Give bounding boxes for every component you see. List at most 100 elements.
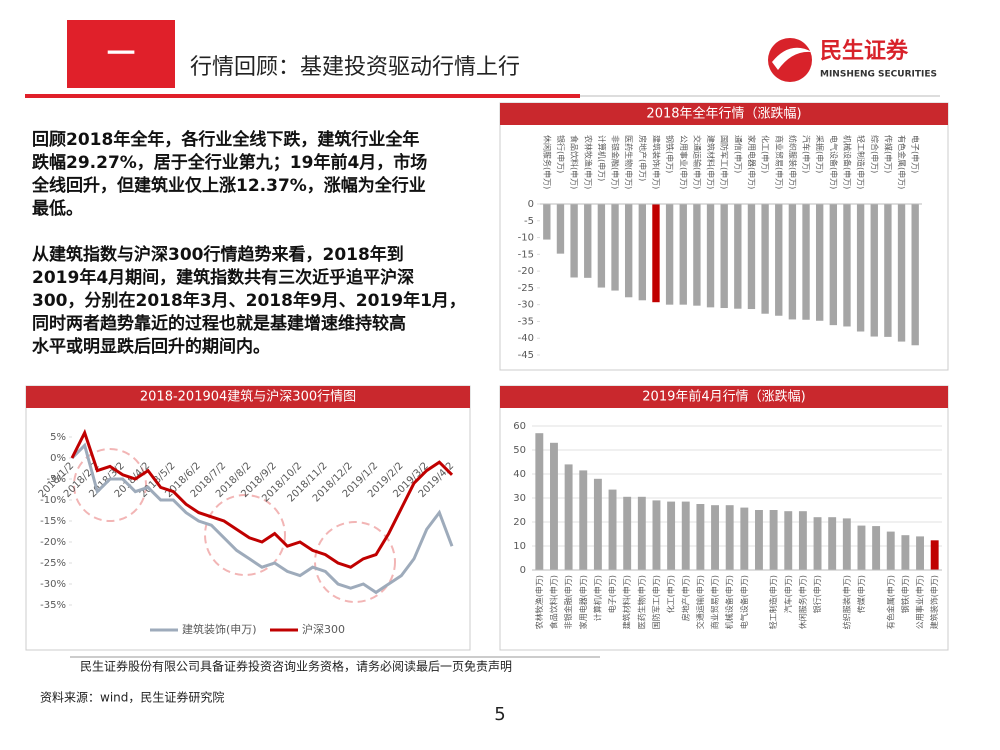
- x-tick-label: 钢铁(申万): [665, 135, 675, 173]
- x-tick-label: 家用电器(申万): [578, 575, 588, 629]
- bar: [608, 489, 617, 570]
- x-tick-label: 纺织服装(申万): [841, 575, 851, 629]
- bar: [784, 511, 793, 570]
- x-tick-label: 有色金属(申万): [885, 575, 895, 629]
- bar: [856, 204, 865, 332]
- bar: [652, 500, 661, 570]
- bar: [916, 536, 924, 570]
- bar: [570, 204, 578, 278]
- x-tick-label: 交通运输(申万): [692, 135, 702, 189]
- x-tick-label: 医药生物(申万): [636, 575, 646, 629]
- bar: [665, 204, 674, 305]
- bar: [696, 504, 705, 570]
- bar: [775, 204, 783, 316]
- x-tick-label: 有色金属(申万): [897, 135, 907, 189]
- x-tick-label: 通信(申万): [733, 135, 743, 173]
- bar: [681, 501, 690, 570]
- x-tick-label: 家用电器(申万): [747, 135, 757, 189]
- x-tick-label: 商业贸易(申万): [774, 135, 784, 189]
- x-tick-label: 公用事业(申万): [915, 575, 925, 629]
- bar: [556, 204, 565, 254]
- bar: [693, 204, 701, 306]
- bar: [679, 204, 687, 305]
- paragraph-line: 最低。: [32, 198, 83, 219]
- highlight-circle: [204, 494, 286, 576]
- bar: [798, 511, 807, 570]
- bar: [815, 204, 824, 321]
- x-tick-label: 采掘(申万): [815, 135, 825, 173]
- bar: [829, 204, 838, 326]
- panel: 2018-201904建筑与沪深300行情图: [25, 385, 471, 651]
- panel-frame: [499, 385, 949, 651]
- x-tick-label: 国防军工(申万): [720, 135, 730, 189]
- footer-notice: 民生证券股份有限公司具备证券投资咨询业务资格，请务必阅读最后一页免责声明: [80, 659, 512, 674]
- y-tick-label: -20%: [40, 537, 66, 548]
- x-tick-label: 机械设备(申万): [842, 135, 852, 189]
- bar: [901, 535, 910, 570]
- paragraph-line: 300，分别在2018年3月、2018年9月、2019年1月，: [32, 290, 466, 311]
- x-tick-label: 建筑材料(申万): [622, 575, 632, 629]
- panel-frame: [25, 385, 471, 651]
- y-tick-label: 20: [513, 517, 526, 528]
- x-tick-label: 传媒(申万): [883, 135, 893, 173]
- series-line: [70, 442, 454, 595]
- x-tick-label: 轻工制造(申万): [856, 135, 866, 189]
- bar: [842, 518, 851, 570]
- y-tick-label: 40: [513, 469, 526, 480]
- bar: [747, 204, 756, 310]
- paragraph-line: 全线回升，但建筑业仅上涨12.37%，涨幅为全行业: [31, 175, 426, 196]
- bar: [564, 464, 573, 570]
- slide-title: 行情回顾：基建投资驱动行情上行: [190, 55, 520, 80]
- chart-title: 2018年全年行情（涨跌幅): [646, 106, 801, 122]
- x-tick-label: 非银金融(申万): [563, 575, 573, 629]
- y-tick-label: -45: [518, 350, 534, 361]
- x-tick-label: 银行(申万): [812, 575, 822, 613]
- y-tick-label: -35%: [40, 600, 66, 611]
- y-tick-label: 10: [513, 541, 526, 552]
- bar: [711, 505, 719, 570]
- bar: [550, 442, 558, 570]
- paragraph-line: 跌幅29.27%，居于全行业第九；19年前4月，市场: [32, 152, 427, 173]
- section-box: [67, 20, 175, 88]
- bar: [579, 470, 588, 570]
- bar: [828, 517, 837, 570]
- y-tick-label: -25%: [40, 558, 66, 569]
- bar: [872, 526, 881, 570]
- x-tick-label: 国防军工(申万): [651, 575, 661, 629]
- x-tick-label: 电子(申万): [911, 135, 921, 173]
- y-tick-label: 50: [513, 445, 526, 456]
- y-tick-label: 5%: [50, 432, 66, 443]
- panel-header: [500, 386, 948, 408]
- x-tick-label: 电子(申万): [607, 575, 617, 613]
- chart-title: 2018-201904建筑与沪深300行情图: [140, 389, 356, 405]
- y-tick-label: -15%: [40, 516, 66, 527]
- y-tick-label: 0%: [50, 453, 66, 464]
- y-tick-label: 0: [528, 199, 534, 210]
- x-tick-label: 计算机(申万): [592, 575, 602, 621]
- bar: [543, 204, 551, 240]
- x-tick-label: 交通运输(申万): [695, 575, 705, 629]
- x-tick-label: 机械设备(申万): [724, 575, 734, 629]
- y-tick-label: 60: [513, 421, 526, 432]
- bar: [802, 204, 810, 320]
- x-tick-label: 纺织服装(申万): [788, 135, 798, 189]
- bar: [788, 204, 797, 320]
- x-tick-label: 电气设备(申万): [739, 575, 749, 629]
- bar: [911, 204, 919, 346]
- x-tick-label: 非银金融(申万): [611, 135, 621, 189]
- bar: [667, 501, 676, 570]
- y-tick-label: -35: [518, 316, 534, 327]
- y-tick-label: -10: [518, 233, 534, 244]
- y-tick-label: -20: [518, 266, 534, 277]
- x-tick-label: 钢铁(申万): [900, 575, 910, 613]
- y-tick-label: -25: [518, 283, 534, 294]
- panel-header: [26, 386, 470, 408]
- paragraph-line: 2019年4月期间，建筑指数共有三次近乎追平沪深: [32, 267, 414, 288]
- x-tick-label: 食品饮料(申万): [570, 135, 580, 189]
- legend-label: 建筑装饰(申万): [182, 622, 257, 636]
- paragraph-line: 回顾2018年全年，各行业全线下跌，建筑行业全年: [32, 129, 419, 150]
- logo-english: MINSHENG SECURITIES: [820, 70, 937, 80]
- bar: [884, 204, 892, 337]
- x-tick-label: 化工(申万): [666, 575, 676, 613]
